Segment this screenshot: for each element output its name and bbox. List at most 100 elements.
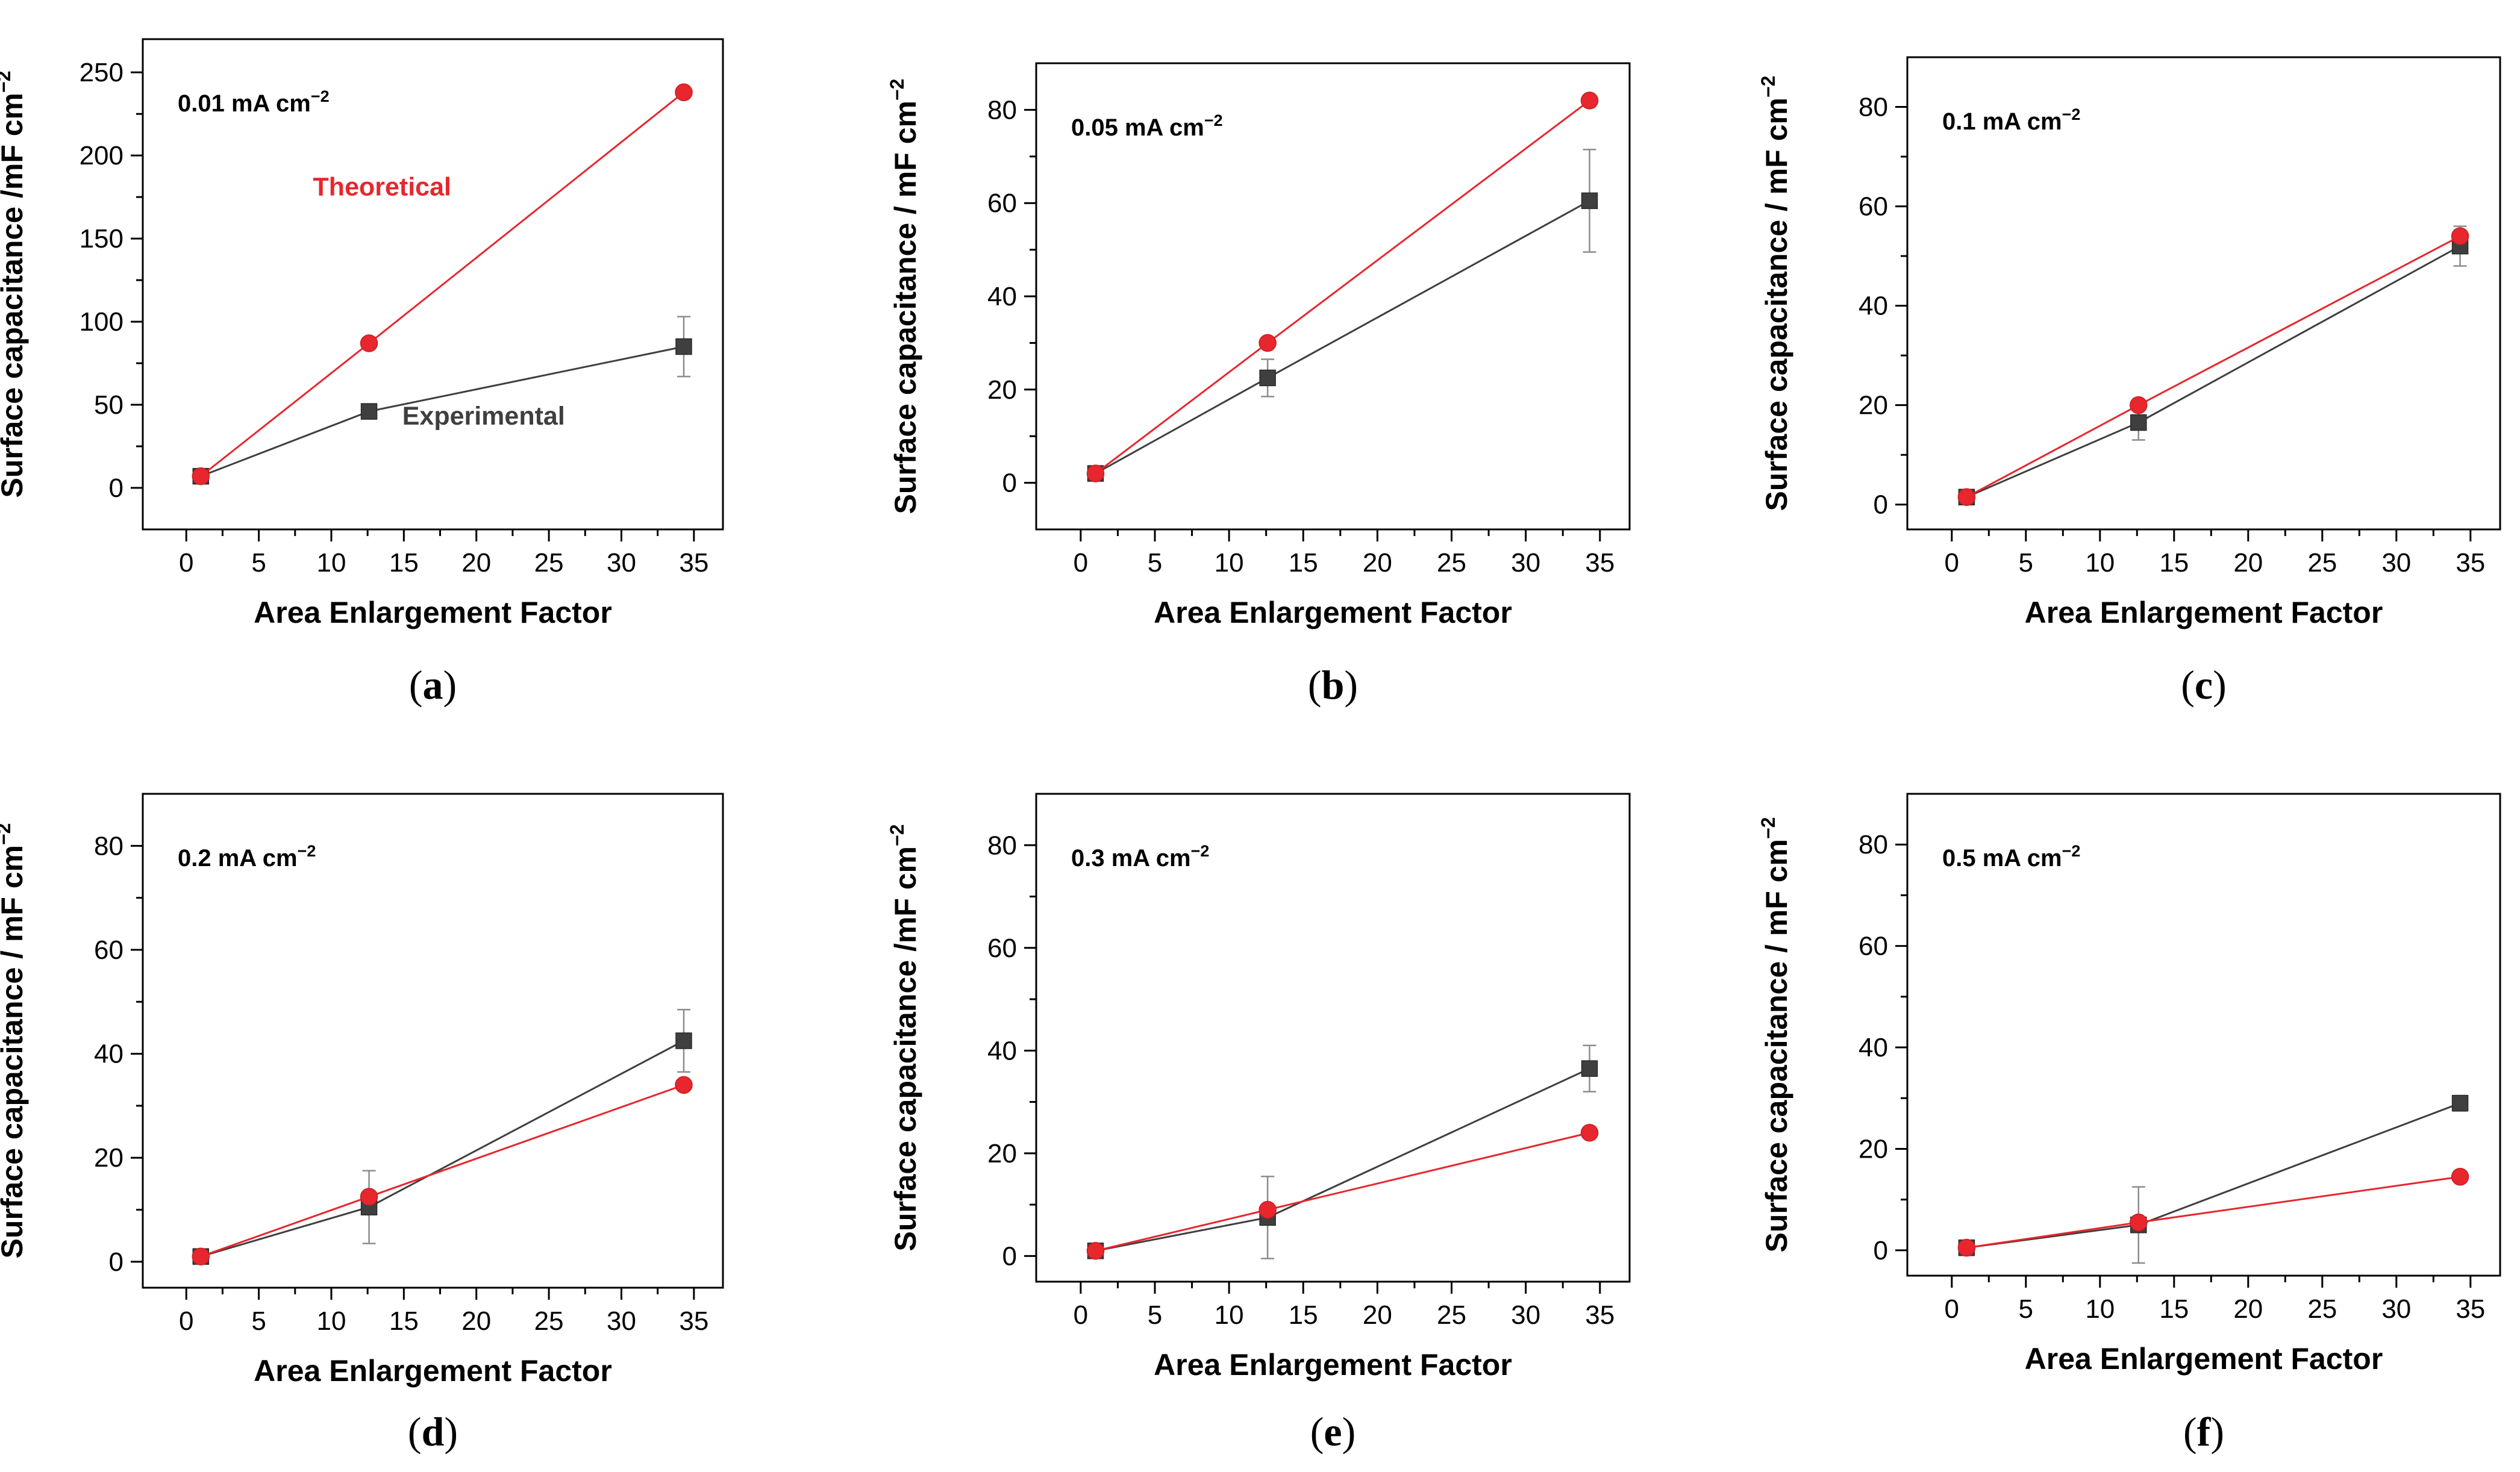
x-tick-label: 20 bbox=[461, 548, 491, 578]
x-tick-label: 5 bbox=[251, 548, 266, 578]
x-tick-label: 15 bbox=[1289, 1300, 1318, 1330]
x-tick-label: 15 bbox=[1289, 548, 1318, 578]
y-tick-label: 40 bbox=[1859, 292, 1888, 321]
x-tick-label: 0 bbox=[1945, 548, 1959, 578]
y-tick-label: 100 bbox=[80, 307, 123, 337]
caption-close-paren: ) bbox=[2210, 1409, 2224, 1455]
x-tick-label: 30 bbox=[2381, 548, 2411, 578]
y-axis-title: Surface capacitance / mF cm−2 bbox=[886, 79, 922, 514]
y-tick-label: 60 bbox=[987, 934, 1017, 963]
data-point-theoretical bbox=[1580, 1123, 1599, 1142]
current-density-text: 0.01 mA cm bbox=[178, 90, 311, 117]
x-tick-label: 5 bbox=[1148, 1300, 1162, 1330]
x-tick-label: 25 bbox=[534, 1306, 564, 1336]
y-tick-label: 0 bbox=[109, 473, 123, 503]
caption-letter: e bbox=[1324, 1409, 1342, 1455]
x-tick-label: 5 bbox=[2019, 1294, 2033, 1324]
data-point-theoretical bbox=[1086, 464, 1105, 482]
x-tick-label: 10 bbox=[1215, 1300, 1244, 1330]
chart-panel-d: 0 5 10 15 20 25 30 35 0 20 40 60 80 Area Enlargement … bbox=[0, 793, 724, 1455]
chart-panel-a: 0 5 10 15 20 25 30 35 0 50 100 150 200 250 Area Enlarg… bbox=[0, 38, 724, 708]
x-tick-label: 25 bbox=[2307, 548, 2337, 578]
x-tick-label: 35 bbox=[1585, 548, 1615, 578]
y-axis-title: Surface capacitance / mF cm−2 bbox=[0, 823, 29, 1259]
current-density-label: 0.01 mA cm−2 bbox=[178, 87, 330, 117]
y-tick-label: 80 bbox=[94, 831, 123, 861]
series-line-theoretical bbox=[200, 1084, 684, 1258]
series-line-experimental bbox=[1095, 1067, 1590, 1252]
y-tick-label: 20 bbox=[987, 1139, 1017, 1168]
series-line-experimental bbox=[1095, 200, 1590, 475]
plot-frame bbox=[142, 38, 724, 531]
x-tick-label: 35 bbox=[679, 548, 708, 578]
x-tick-label: 30 bbox=[2381, 1294, 2411, 1324]
y-axis-title-superscript: −2 bbox=[1757, 76, 1779, 98]
x-tick-label: 25 bbox=[1437, 1300, 1466, 1330]
panel-caption: (d) bbox=[408, 1409, 458, 1455]
data-point-experimental bbox=[1581, 192, 1598, 210]
y-axis-title: Surface capacitance / mF cm−2 bbox=[1757, 817, 1793, 1253]
data-point-experimental bbox=[360, 403, 378, 420]
x-tick-label: 20 bbox=[1363, 1300, 1392, 1330]
y-axis-title-text: Surface capacitance /mF cm bbox=[0, 93, 29, 498]
plot-frame bbox=[1906, 56, 2501, 531]
x-tick-label: 25 bbox=[1437, 548, 1466, 578]
y-tick-label: 20 bbox=[1859, 1134, 1888, 1164]
chart-panel-f: 0 5 10 15 20 25 30 35 0 20 40 60 80 Area Enlargement … bbox=[1757, 793, 2501, 1455]
caption-open-paren: ( bbox=[1310, 1409, 1324, 1455]
x-tick-label: 15 bbox=[389, 548, 419, 578]
y-axis-title-superscript: −2 bbox=[886, 79, 908, 101]
y-axis-title: Surface capacitance /mF cm−2 bbox=[886, 824, 922, 1251]
data-point-experimental bbox=[1259, 369, 1276, 387]
data-point-theoretical bbox=[2451, 227, 2469, 245]
x-tick-label: 5 bbox=[1148, 548, 1162, 578]
x-axis-title: Area Enlargement Factor bbox=[254, 596, 612, 629]
y-tick-label: 0 bbox=[109, 1247, 123, 1277]
data-point-theoretical bbox=[360, 1188, 378, 1206]
chart-panel-c: 0 5 10 15 20 25 30 35 0 20 40 60 80 Area Enlargement … bbox=[1757, 56, 2501, 708]
panel-caption: (a) bbox=[409, 662, 457, 708]
series-line-experimental bbox=[1966, 1102, 2461, 1249]
series-annotation-theoretical: Theoretical bbox=[313, 172, 451, 201]
x-tick-label: 15 bbox=[389, 1306, 419, 1336]
x-tick-label: 30 bbox=[607, 548, 636, 578]
x-tick-label: 25 bbox=[2307, 1294, 2337, 1324]
y-tick-label: 0 bbox=[1874, 490, 1888, 520]
current-density-superscript: −2 bbox=[1191, 842, 1210, 860]
data-point-theoretical bbox=[675, 1076, 693, 1094]
y-axis-title-text: Surface capacitance /mF cm bbox=[889, 846, 922, 1252]
caption-open-paren: ( bbox=[2183, 1409, 2197, 1455]
x-tick-label: 0 bbox=[179, 1306, 193, 1336]
y-tick-label: 80 bbox=[1859, 830, 1888, 859]
current-density-text: 0.05 mA cm bbox=[1071, 114, 1204, 141]
caption-open-paren: ( bbox=[2181, 662, 2195, 708]
x-tick-label: 0 bbox=[1074, 548, 1088, 578]
x-tick-label: 20 bbox=[2233, 548, 2263, 578]
current-density-label: 0.3 mA cm−2 bbox=[1071, 842, 1209, 872]
data-point-theoretical bbox=[675, 83, 693, 102]
y-axis-title-text: Surface capacitance / mF cm bbox=[1760, 839, 1793, 1252]
plot-frame bbox=[1035, 793, 1631, 1283]
caption-close-paren: ) bbox=[2213, 662, 2227, 708]
x-axis-title: Area Enlargement Factor bbox=[1154, 596, 1512, 629]
caption-open-paren: ( bbox=[409, 662, 423, 708]
data-point-theoretical bbox=[1086, 1242, 1105, 1260]
x-tick-label: 35 bbox=[679, 1306, 708, 1336]
y-axis-title-superscript: −2 bbox=[0, 823, 14, 845]
x-tick-label: 15 bbox=[2159, 1294, 2189, 1324]
caption-close-paren: ) bbox=[443, 662, 457, 708]
current-density-label: 0.05 mA cm−2 bbox=[1071, 111, 1223, 141]
x-tick-label: 15 bbox=[2159, 548, 2189, 578]
y-axis-title: Surface capacitance / mF cm−2 bbox=[1757, 76, 1793, 511]
y-tick-label: 40 bbox=[987, 282, 1017, 311]
plot-frame bbox=[142, 793, 724, 1289]
y-axis-title-superscript: −2 bbox=[886, 824, 908, 846]
y-tick-label: 150 bbox=[80, 224, 123, 254]
x-tick-label: 20 bbox=[461, 1306, 491, 1336]
series-line-theoretical bbox=[1966, 1176, 2460, 1249]
x-tick-label: 10 bbox=[1215, 548, 1244, 578]
data-point-theoretical bbox=[1957, 488, 1976, 507]
y-tick-label: 0 bbox=[1874, 1236, 1888, 1265]
series-line-experimental bbox=[1966, 245, 2461, 498]
x-tick-label: 35 bbox=[2456, 1294, 2485, 1324]
